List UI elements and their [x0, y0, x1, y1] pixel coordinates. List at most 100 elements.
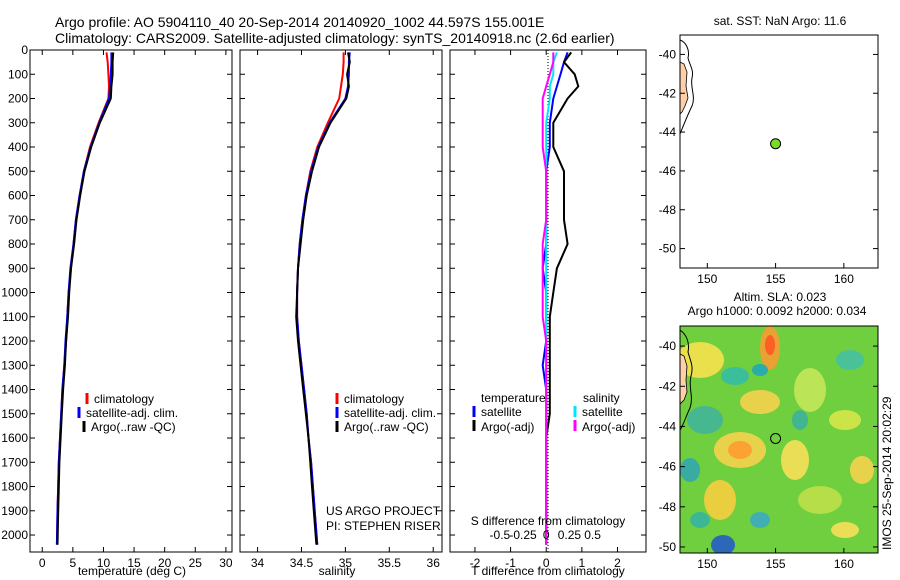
salinity-ticks: 34 34.5 35 35.5 36 — [240, 49, 442, 570]
sla-anomaly-blob — [752, 364, 768, 376]
series-salinity-argo-adj — [541, 52, 555, 545]
legend-label-argo: Argo(..raw -QC) — [91, 420, 176, 434]
x-tick-label: 36 — [427, 556, 441, 570]
map-y-tick-label: -46 — [659, 164, 677, 178]
depth-tick-label: 1400 — [1, 383, 28, 397]
temperature-ticks: 0 5 10 15 20 25 30 — [30, 49, 233, 570]
temperature-legend: climatology satellite-adj. clim. Argo(..… — [77, 392, 178, 434]
figure-title-line2: Climatology: CARS2009. Satellite-adjuste… — [55, 30, 615, 46]
sla-anomaly-blob — [750, 512, 770, 528]
x-tick-label: -1 — [505, 556, 516, 570]
x-tick-label: 35.5 — [378, 556, 402, 570]
depth-tick-label: 1000 — [1, 286, 28, 300]
salinity-marks — [295, 52, 351, 545]
s-difference-label: S difference from climatology — [471, 514, 626, 528]
sla-anomaly-blob — [798, 486, 842, 514]
difference-frame — [449, 49, 647, 553]
legend-label-argo: Argo(..raw -QC) — [344, 420, 429, 434]
argo-float-marker — [770, 138, 782, 150]
sst-map-frame — [679, 34, 879, 269]
map-y-tick-label: -50 — [659, 242, 677, 256]
sla-map-subtitle: Argo h1000: 0.0092 h2000: 0.034 — [688, 304, 867, 318]
x-tick-label: 2 — [614, 556, 621, 570]
sla-anomaly-blob — [687, 406, 723, 434]
x-tick-label: 20 — [158, 556, 172, 570]
s-tick-label: -0.25 — [509, 528, 537, 542]
depth-tick-label: 800 — [8, 237, 28, 251]
depth-tick-label: 600 — [8, 189, 28, 203]
legend-label-t-argo: Argo(-adj) — [481, 420, 534, 434]
depth-tick-label: 1800 — [1, 480, 28, 494]
sla-heatmap-blobs — [680, 326, 874, 553]
legend-label-s-argo: Argo(-adj) — [582, 420, 635, 434]
x-tick-label: 0 — [39, 556, 46, 570]
depth-tick-label: 1500 — [1, 407, 28, 421]
depth-tick-label: 100 — [8, 67, 28, 81]
timestamp-side-label: IMOS 25-Sep-2014 20:02:29 — [880, 396, 894, 550]
depth-tick-label: 300 — [8, 116, 28, 130]
map-x-tick-label: 155 — [766, 557, 786, 571]
map-y-tick-label: -44 — [659, 419, 677, 433]
map-y-tick-label: -44 — [659, 125, 677, 139]
map-y-tick-label: -48 — [659, 203, 677, 217]
depth-tick-label: 1100 — [2, 310, 28, 324]
s-tick-label: 0.25 — [558, 528, 582, 542]
depth-tick-label: 400 — [8, 140, 28, 154]
sla-anomaly-blob — [794, 368, 826, 412]
x-tick-label: 1 — [579, 556, 586, 570]
sla-anomaly-blob — [740, 390, 780, 414]
sla-map-points — [770, 432, 782, 444]
difference-ticks: -2 -1 0 1 2 — [450, 49, 646, 570]
salinity-legend: climatology satellite-adj. clim. Argo(..… — [335, 392, 436, 434]
x-tick-label: 30 — [219, 556, 233, 570]
series-climatology — [296, 52, 345, 545]
series-satellite-adj-clim — [55, 52, 113, 545]
sst-coastline — [680, 39, 694, 135]
difference-panel: -2 -1 0 1 2 T difference from climatology S … — [449, 49, 647, 578]
figure-title-line1: Argo profile: AO 5904110_40 20-Sep-2014 … — [55, 14, 544, 30]
x-tick-label: 10 — [97, 556, 111, 570]
depth-tick-label: 1200 — [1, 334, 28, 348]
legend-label-climatology: climatology — [344, 392, 404, 406]
sla-tasmania-land — [680, 353, 688, 405]
sst-map-ticks: 150 155 160 -40 -42 -44 -46 -48 -50 — [659, 47, 878, 286]
salinity-frame — [239, 49, 443, 553]
temperature-panel: 0 5 10 15 20 25 30 temperature (deg C) climato… — [29, 49, 233, 578]
sst-map-points — [770, 138, 782, 150]
s-tick-label: 0 — [543, 528, 550, 542]
legend-label-t-satellite: satellite — [481, 405, 522, 419]
sst-map-panel: sat. SST: NaN Argo: 11.6 150 155 160 -40 -42… — [659, 14, 879, 286]
sla-anomaly-blob — [781, 440, 809, 480]
sla-anomaly-blob — [721, 367, 749, 385]
series-temperature-argo-adj — [545, 51, 580, 545]
x-tick-label: 25 — [189, 556, 203, 570]
sla-map-panel: Altim. SLA: 0.023 Argo h1000: 0.0092 h20… — [659, 290, 879, 571]
sla-anomaly-blob — [680, 458, 700, 482]
map-x-tick-label: 150 — [697, 272, 717, 286]
pi-annotation: PI: STEPHEN RISER — [326, 519, 441, 533]
depth-tick-label: 500 — [8, 164, 28, 178]
sla-map-frame — [679, 325, 879, 554]
s-difference-ticks: -0.5 -0.25 0 0.25 0.5 — [490, 528, 602, 542]
sla-heatmap — [680, 326, 878, 553]
sla-map-ticks: 150 155 160 -40 -42 -44 -46 -48 -50 — [659, 339, 878, 571]
sla-anomaly-blob — [850, 456, 874, 484]
sla-anomaly-blob — [728, 441, 752, 459]
legend-label-s-satellite: satellite — [582, 405, 623, 419]
sla-anomaly-blob — [704, 480, 736, 520]
sst-map-background — [680, 35, 878, 268]
series-satellite-adj-clim — [296, 52, 351, 545]
difference-marks — [541, 51, 580, 545]
sla-anomaly-blob — [680, 342, 724, 378]
sla-anomaly-blob — [792, 410, 808, 430]
s-tick-label: 0.5 — [584, 528, 601, 542]
salinity-panel: 34 34.5 35 35.5 36 salinity climatology sate… — [239, 49, 443, 578]
depth-tick-label: 2000 — [1, 528, 28, 542]
map-y-tick-label: -42 — [659, 86, 677, 100]
x-tick-label: -2 — [470, 556, 481, 570]
x-tick-label: 0 — [543, 556, 550, 570]
sla-map-title: Altim. SLA: 0.023 — [734, 290, 827, 304]
map-y-tick-label: -42 — [659, 379, 677, 393]
depth-tick-label: 1600 — [1, 431, 28, 445]
